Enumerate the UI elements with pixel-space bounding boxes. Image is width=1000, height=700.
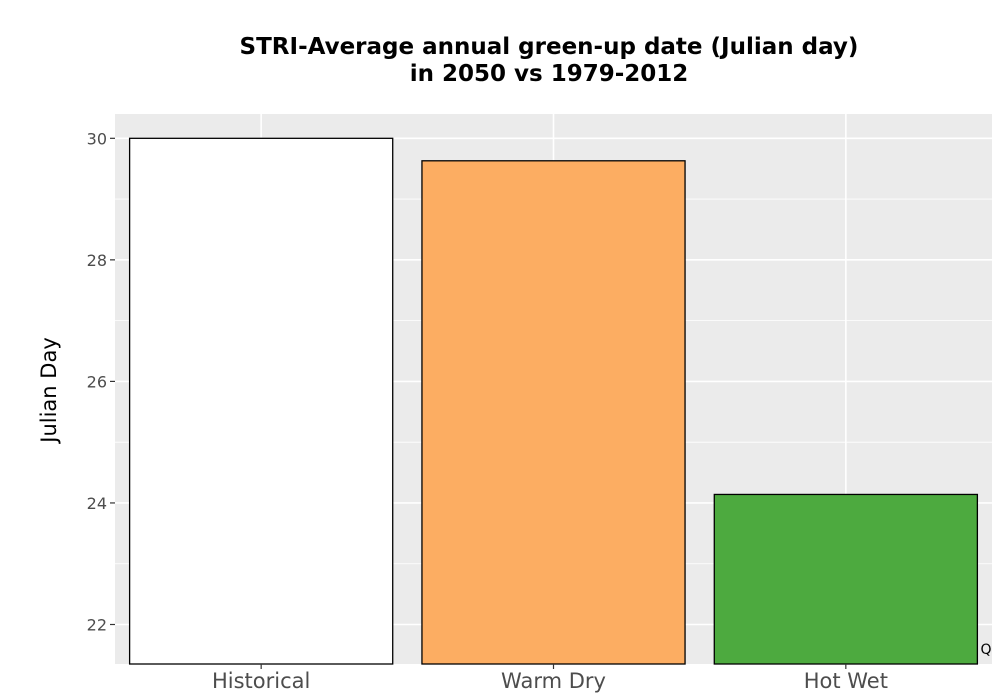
y-axis: 22 24 26 28 30 [87,129,115,634]
x-tick-label: Warm Dry [501,669,606,693]
x-axis: Historical Warm Dry Hot Wet [212,664,888,693]
x-tick-label: Hot Wet [804,669,888,693]
bar-hot-wet [713,493,979,665]
bars [128,137,979,665]
bar-historical [128,137,394,665]
y-tick-label: 26 [87,372,107,391]
chart-title-line-1: STRI-Average annual green-up date (Julia… [240,34,859,60]
y-tick-label: 30 [87,129,107,148]
x-tick-label: Historical [212,669,310,693]
chart-title-line-2: in 2050 vs 1979-2012 [410,61,689,87]
y-axis-label: Julian Day [37,337,61,445]
y-tick-label: 28 [87,251,107,270]
y-tick-label: 24 [87,494,107,513]
corner-mark: Q [980,642,991,658]
y-tick-label: 22 [87,615,107,634]
bar-warm-dry [421,160,686,665]
